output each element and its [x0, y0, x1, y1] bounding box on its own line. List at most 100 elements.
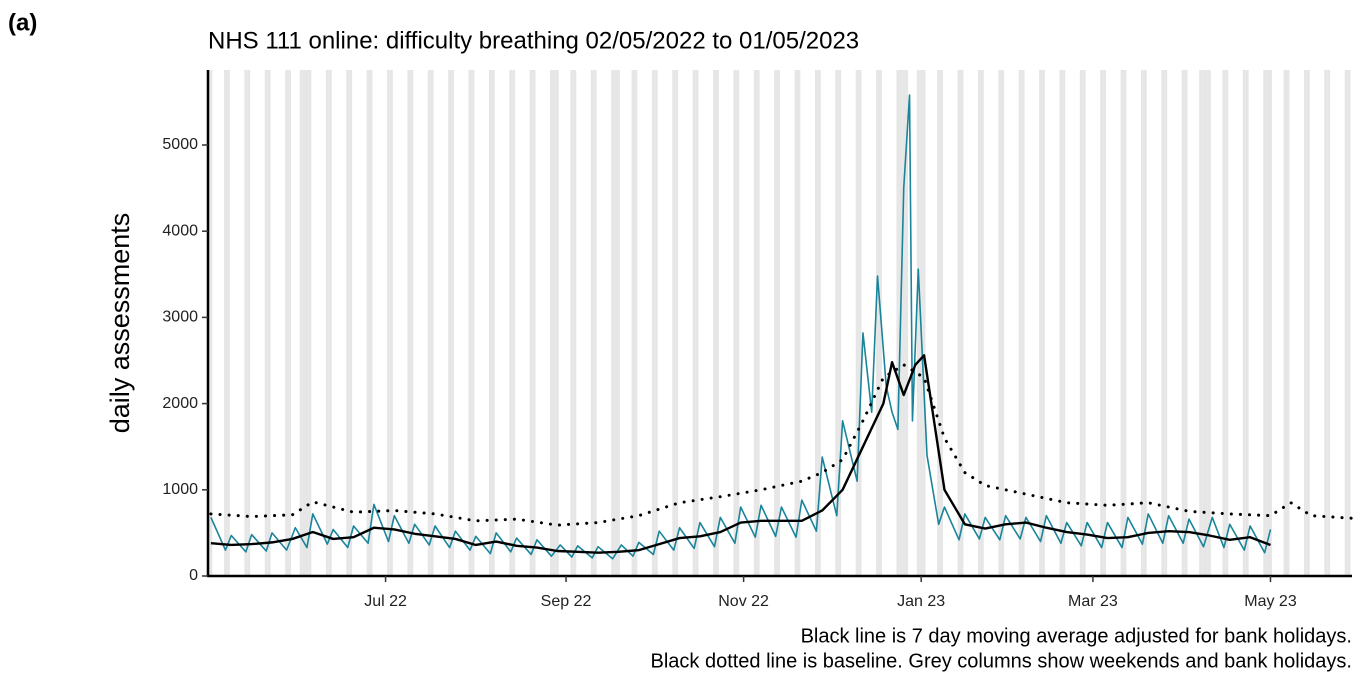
series-line — [209, 363, 1354, 527]
weekend-column — [410, 70, 414, 576]
chart-title: NHS 111 online: difficulty breathing 02/… — [208, 27, 859, 54]
weekend-column — [876, 70, 879, 576]
x-tick-label: Jan 23 — [897, 593, 945, 610]
weekend-column — [387, 70, 390, 576]
weekend-column — [675, 70, 679, 576]
weekend-column — [940, 70, 944, 576]
weekend-column — [753, 70, 757, 576]
note: Black dotted line is baseline. Grey colu… — [650, 650, 1352, 672]
weekend-column — [448, 70, 452, 576]
weekend-column — [1344, 70, 1348, 576]
weekend-column — [1123, 70, 1127, 576]
x-tick-label: Sep 22 — [541, 593, 592, 610]
weekend-column — [1204, 70, 1208, 576]
x-tick-label: Nov 22 — [718, 593, 769, 610]
weekend-column — [692, 70, 696, 576]
weekend-column — [224, 70, 227, 576]
weekend-column — [611, 70, 615, 576]
weekend-column — [777, 70, 780, 576]
bank-holiday-column — [302, 70, 306, 576]
weekend-column — [349, 70, 353, 576]
weekend-column — [509, 70, 513, 576]
weekend-column — [614, 70, 617, 576]
weekend-column — [1161, 70, 1165, 576]
weekend-column — [1041, 70, 1045, 576]
bank-holiday-column — [299, 70, 303, 576]
weekend-column — [1225, 70, 1229, 576]
weekend-column — [570, 70, 574, 576]
weekend-column — [1021, 70, 1025, 576]
weekend-column — [389, 70, 393, 576]
weekend-column — [1181, 70, 1185, 576]
weekend-column — [797, 70, 801, 576]
weekend-column — [1143, 70, 1147, 576]
panel-label: (a) — [8, 9, 37, 36]
weekend-column — [407, 70, 411, 576]
bank-holiday-column — [1207, 70, 1211, 576]
y-tick-label: 3000 — [162, 309, 198, 326]
weekend-column — [756, 70, 760, 576]
weekend-column — [1001, 70, 1005, 576]
weekend-column — [817, 70, 821, 576]
weekend-column — [1245, 70, 1249, 576]
weekend-column — [1286, 70, 1290, 576]
weekend-column — [593, 70, 597, 576]
weekend-column — [1283, 70, 1287, 576]
weekend-column — [369, 70, 373, 576]
weekend-column — [960, 70, 964, 576]
weekend-column — [451, 70, 454, 576]
x-tick-label: Mar 23 — [1068, 593, 1118, 610]
weekend-column — [654, 70, 658, 576]
weekend-column — [328, 70, 332, 576]
weekend-column — [1082, 70, 1086, 576]
weekend-column — [937, 70, 941, 576]
weekend-column — [308, 70, 312, 576]
weekend-column — [226, 70, 230, 576]
weekend-column — [430, 70, 434, 576]
bank-holiday-column — [902, 70, 906, 576]
weekend-column — [695, 70, 699, 576]
weekend-column — [736, 70, 740, 576]
weekend-column — [1263, 70, 1267, 576]
weekend-column — [346, 70, 350, 576]
weekend-column — [1120, 70, 1124, 576]
weekend-column — [1103, 70, 1107, 576]
series-line — [210, 354, 1271, 554]
y-tick-label: 4000 — [162, 222, 198, 239]
weekend-column — [651, 70, 655, 576]
weekend-column — [288, 70, 291, 576]
weekend-column — [1327, 70, 1331, 576]
weekend-column — [858, 70, 862, 576]
weekend-column — [634, 70, 638, 576]
bank-holiday-column — [209, 70, 213, 576]
weekend-column — [267, 70, 271, 576]
weekend-column — [427, 70, 431, 576]
weekend-column — [244, 70, 248, 576]
bank-holiday-column — [922, 70, 926, 576]
weekend-column — [264, 70, 268, 576]
bank-holiday-column — [1269, 70, 1272, 576]
weekend-column — [590, 70, 594, 576]
weekend-column — [1306, 70, 1310, 576]
weekend-column — [1079, 70, 1083, 576]
weekend-column — [672, 70, 676, 576]
weekend-column — [713, 70, 716, 576]
weekend-column — [1059, 70, 1063, 576]
y-axis-label: daily assessments — [105, 213, 135, 434]
weekend-column — [794, 70, 798, 576]
weekend-column — [285, 70, 289, 576]
weekend-column — [1100, 70, 1104, 576]
weekend-column — [550, 70, 553, 576]
weekend-column — [855, 70, 859, 576]
y-tick-label: 2000 — [162, 395, 198, 412]
weekend-column — [1018, 70, 1022, 576]
weekend-column — [468, 70, 472, 576]
x-tick-label: Jul 22 — [364, 593, 407, 610]
weekend-column — [491, 70, 495, 576]
weekend-column — [532, 70, 536, 576]
weekend-column — [1184, 70, 1188, 576]
y-tick-label: 1000 — [162, 481, 198, 498]
weekend-column — [1164, 70, 1168, 576]
y-tick-label: 5000 — [162, 136, 198, 153]
x-tick-label: May 23 — [1244, 593, 1297, 610]
